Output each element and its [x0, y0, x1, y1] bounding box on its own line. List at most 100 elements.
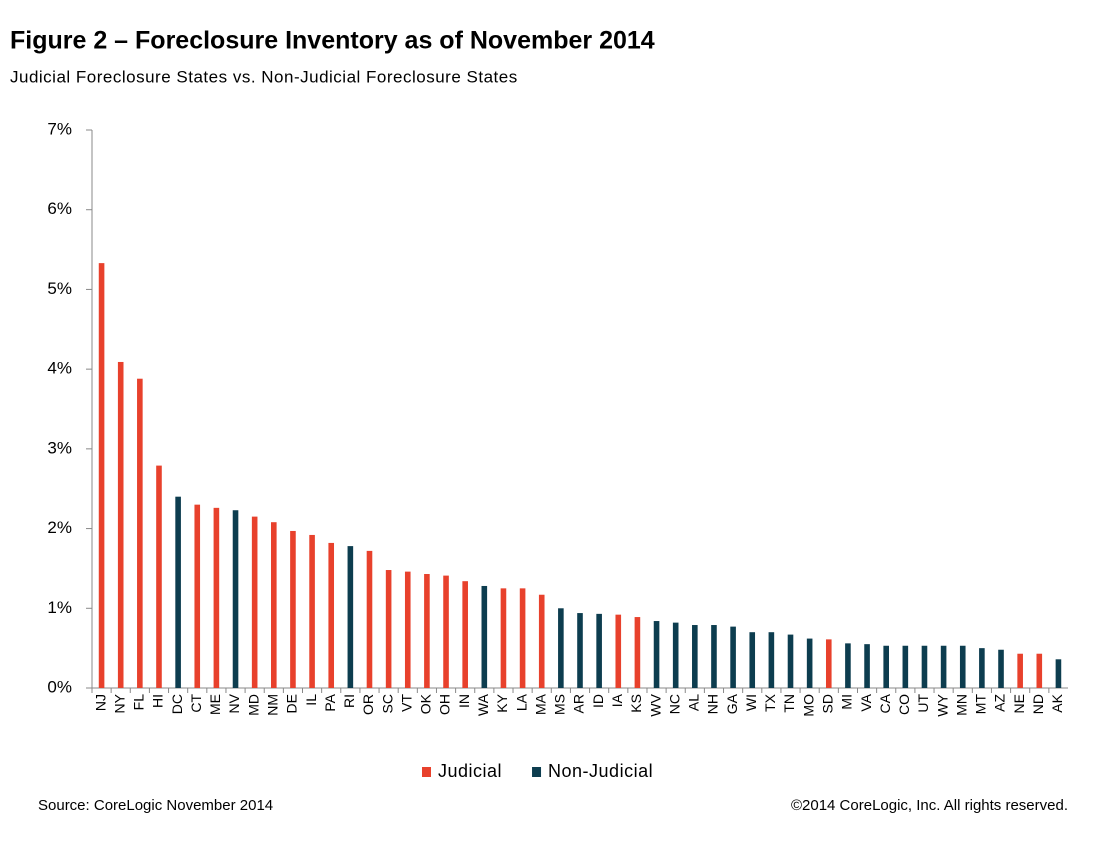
x-tick-label: DC [169, 694, 185, 714]
bar [979, 648, 985, 688]
bar [692, 625, 698, 688]
bar [998, 649, 1004, 688]
x-tick-label: ND [1030, 694, 1046, 714]
x-tick-label: CA [877, 693, 893, 713]
x-tick-label: WY [934, 693, 950, 716]
bar [500, 588, 507, 688]
bar [424, 574, 430, 688]
x-tick-label: NV [226, 693, 242, 713]
x-tick-label: MT [973, 694, 989, 715]
x-tick-label: LA [513, 693, 529, 711]
x-tick-label: SC [379, 694, 395, 713]
bar [271, 522, 277, 688]
x-tick-label: CO [896, 694, 912, 715]
copyright: ©2014 CoreLogic, Inc. All rights reserve… [791, 797, 1068, 814]
x-tick-label: NM [265, 694, 281, 716]
chart-subtitle: Judicial Foreclosure States vs. Non-Judi… [10, 67, 518, 86]
x-tick-label: TN [781, 694, 797, 713]
x-tick-label: NY [111, 693, 127, 713]
bar [845, 643, 851, 688]
bar [672, 622, 679, 688]
x-tick-label: VA [858, 693, 874, 711]
bar [309, 534, 315, 688]
y-tick-label: 6% [47, 199, 72, 218]
x-tick-label: OR [360, 694, 376, 715]
bar [443, 575, 449, 688]
x-tick-label: SD [819, 694, 835, 713]
x-tick-label: NE [1011, 694, 1027, 713]
x-tick-label: WI [743, 694, 759, 711]
x-tick-label: DE [284, 694, 300, 713]
x-tick-label: MI [839, 694, 855, 710]
bar [1017, 653, 1023, 688]
x-tick-label: ID [590, 694, 606, 708]
bar [902, 645, 909, 688]
bar [749, 632, 756, 688]
bar [213, 507, 220, 688]
bar [825, 639, 832, 688]
x-tick-label: FL [131, 694, 147, 711]
legend-label: Non-Judicial [548, 761, 653, 781]
x-tick-label: MS [552, 694, 568, 715]
y-tick-label: 7% [47, 119, 72, 138]
bar [883, 645, 889, 688]
legend-label: Judicial [438, 761, 502, 781]
y-tick-label: 0% [47, 677, 72, 696]
bar [577, 613, 583, 688]
bar [730, 626, 736, 688]
x-tick-label: IA [609, 693, 625, 707]
x-tick-label: AR [571, 694, 587, 713]
x-tick-label: HI [150, 694, 166, 708]
x-tick-label: GA [724, 693, 740, 714]
bar [232, 510, 239, 688]
bar [519, 588, 526, 688]
x-tick-label: UT [915, 694, 931, 713]
bar [711, 625, 717, 688]
bar [156, 465, 162, 688]
bar [481, 585, 488, 688]
y-tick-label: 2% [47, 518, 72, 537]
bar [634, 617, 641, 688]
bar [251, 516, 258, 688]
bar [137, 378, 143, 688]
bar [940, 645, 947, 688]
bar [787, 634, 794, 688]
bar [1055, 659, 1062, 688]
bar [653, 621, 660, 688]
x-tick-label: OH [437, 694, 453, 715]
bar [596, 613, 602, 688]
x-tick-label: WV [647, 693, 663, 716]
x-tick-label: WA [475, 693, 491, 716]
x-tick-label: AK [1049, 693, 1065, 712]
bar [290, 530, 296, 688]
x-tick-label: IN [456, 694, 472, 708]
x-tick-label: OK [418, 693, 434, 714]
x-tick-label: NH [705, 694, 721, 714]
source: Source: CoreLogic November 2014 [38, 797, 273, 814]
bar [806, 638, 813, 688]
x-tick-label: TX [762, 693, 778, 712]
y-tick-label: 1% [47, 598, 72, 617]
legend-swatch [422, 767, 431, 777]
x-tick-label: KS [628, 694, 644, 713]
x-tick-label: AZ [992, 694, 1008, 712]
x-tick-label: KY [494, 693, 510, 712]
x-tick-label: NJ [92, 694, 108, 711]
y-tick-label: 3% [47, 438, 72, 457]
bar [864, 644, 870, 688]
x-tick-label: MO [800, 694, 816, 717]
y-tick-label: 4% [47, 359, 72, 378]
bar [98, 263, 105, 688]
x-tick-label: VT [398, 694, 414, 712]
bar [615, 614, 622, 688]
bar [959, 645, 966, 688]
bar [366, 550, 373, 688]
bar [385, 570, 392, 688]
legend-swatch [532, 767, 542, 777]
x-tick-label: CT [188, 694, 204, 713]
bar [404, 571, 411, 688]
x-tick-label: RI [341, 694, 357, 708]
bar [558, 608, 564, 688]
bar [328, 542, 335, 688]
